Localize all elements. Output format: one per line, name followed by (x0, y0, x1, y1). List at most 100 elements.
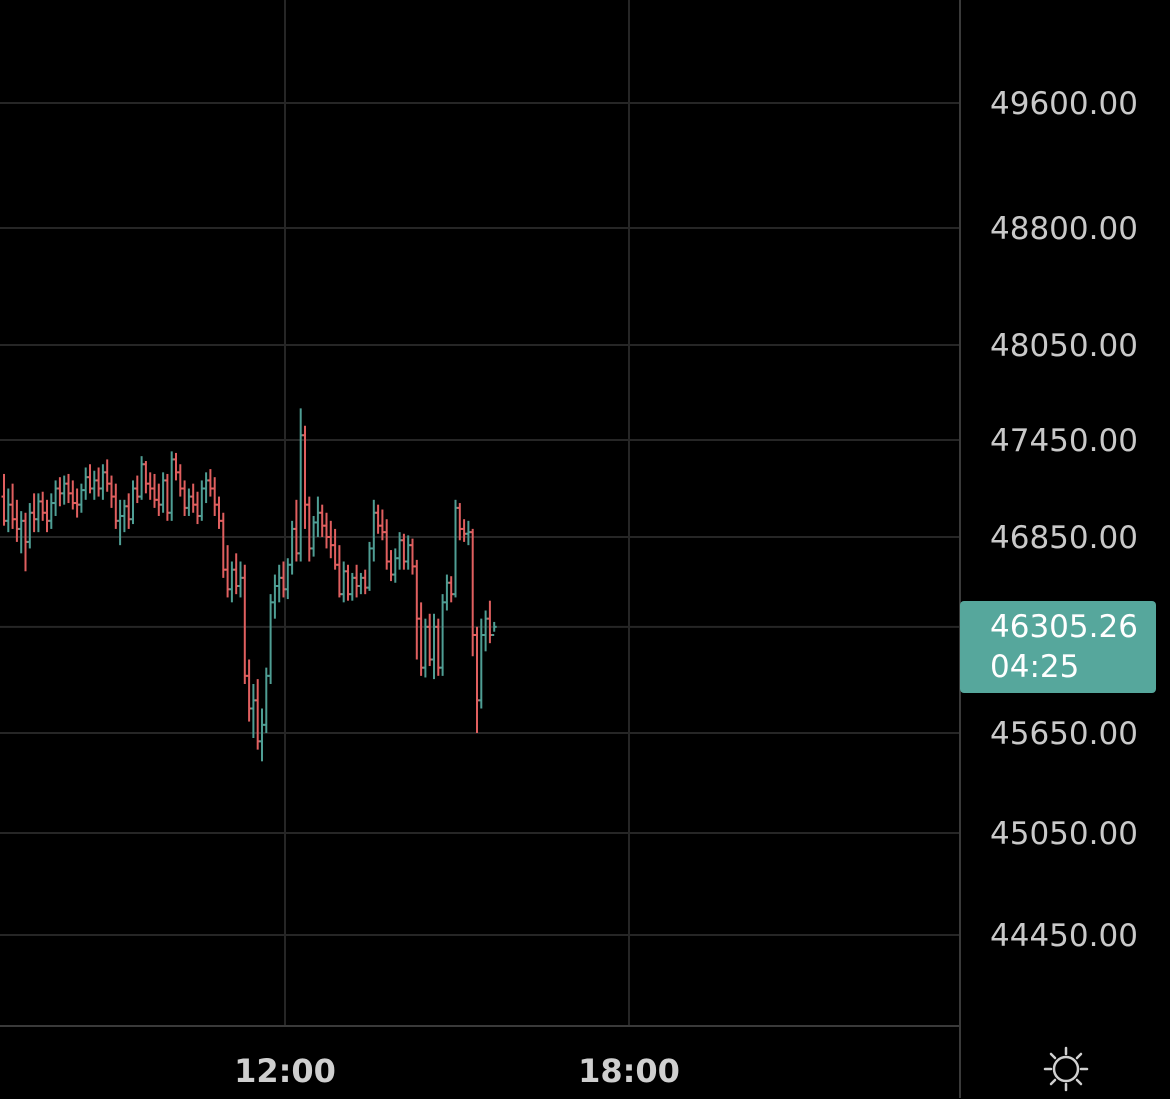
ohlc-bar (23, 512, 28, 572)
ohlc-bar (384, 519, 390, 570)
price-tick-label: 48050.00 (990, 328, 1138, 364)
ohlc-bar (66, 473, 71, 504)
ohlc-bar (78, 483, 84, 513)
ohlc-bar (371, 499, 377, 562)
ohlc-bar (74, 488, 80, 518)
price-tick-label: 47450.00 (990, 423, 1138, 459)
ohlc-bar (229, 561, 235, 603)
ohlc-bar (341, 561, 347, 603)
ohlc-bar (354, 564, 360, 598)
price-tick-label: 49600.00 (990, 86, 1138, 122)
price-tick-label: 44450.00 (990, 918, 1138, 954)
time-tick-label: 18:00 (578, 1052, 680, 1090)
ohlc-bar (14, 499, 20, 542)
last-price-value: 46305.26 (990, 609, 1138, 645)
ohlc-bar (87, 464, 93, 494)
ohlc-bar (164, 473, 170, 521)
ohlc-bar (362, 569, 368, 595)
ohlc-bar (349, 572, 355, 601)
ohlc-bar (10, 483, 16, 529)
ohlc-bar (285, 558, 291, 600)
ohlc-bar (203, 472, 209, 504)
ohlc-bar (91, 470, 97, 500)
ohlc-bar (70, 480, 76, 510)
ohlc-bar (379, 509, 385, 541)
ohlc-bar (315, 496, 321, 537)
ohlc-bar (160, 472, 166, 513)
ohlc-bar (427, 613, 433, 667)
ohlc-bar (57, 477, 63, 507)
ohlc-bar (220, 512, 226, 578)
ohlc-bar (410, 538, 415, 575)
ohlc-bar (27, 503, 33, 549)
bar-countdown-timer: 04:25 (990, 649, 1080, 685)
price-axis[interactable]: 49600.00 48800.00 48050.00 47450.00 46850.00… (990, 86, 1138, 954)
ohlc-bar (298, 408, 304, 562)
ohlc-bar (491, 621, 497, 636)
ohlc-bar (242, 564, 248, 684)
ohlc-bar (182, 480, 188, 516)
ohlc-bar (199, 480, 205, 521)
ohlc-bar (31, 493, 37, 533)
ohlc-bar (375, 504, 381, 534)
ohlc-bar (255, 679, 261, 750)
ohlc-bar (246, 659, 252, 722)
ohlc-bar (152, 473, 157, 508)
ohlc-bar (401, 533, 407, 570)
ohlc-bar (474, 626, 480, 733)
ohlc-bar (83, 467, 89, 500)
ohlc-bar (147, 472, 153, 500)
ohlc-bar (367, 541, 372, 591)
settings-gear-icon[interactable] (1040, 1043, 1092, 1095)
ohlc-bar (130, 480, 136, 525)
ohlc-bar (61, 475, 67, 505)
ohlc-bar (414, 559, 420, 660)
ohlc-bar (216, 496, 222, 529)
ohlc-bar (324, 512, 329, 549)
ohlc-bar (461, 519, 467, 542)
time-axis[interactable]: 12:00 18:00 (234, 1052, 680, 1090)
ohlc-bar (186, 488, 192, 516)
ohlc-bar (431, 613, 437, 680)
ohlc-bar (225, 545, 231, 598)
ohlc-bar (143, 461, 149, 494)
ohlc-bar (388, 550, 394, 582)
ohlc-bar (238, 561, 243, 598)
ohlc-bar (207, 469, 213, 497)
ohlc-bar (96, 467, 102, 497)
ohlc-bar (306, 496, 312, 562)
ohlc-bar (169, 451, 175, 521)
ohlc-bar (212, 477, 218, 516)
ohlc-bar (405, 535, 411, 570)
ohlc-bar (139, 456, 145, 500)
ohlc-bar (358, 572, 364, 595)
ohlc-bar (483, 610, 489, 652)
ohlc-bar (177, 464, 183, 497)
ohlc-bar (44, 499, 50, 533)
price-tick-label: 45050.00 (990, 816, 1138, 852)
ohlc-bar (259, 708, 265, 762)
ohlc-bar (48, 493, 54, 529)
ohlc-bar (302, 425, 308, 529)
ohlc-bar (457, 503, 463, 541)
ohlc-bar (100, 464, 106, 500)
price-tick-label: 48800.00 (990, 211, 1138, 247)
last-price-badge: 46305.26 04:25 (960, 601, 1156, 693)
ohlc-bar (470, 528, 476, 657)
ohlc-bar (156, 483, 162, 516)
ohlc-bar (465, 520, 471, 546)
ohlc-bar (35, 493, 41, 533)
ohlc-bar (126, 493, 132, 529)
ohlc-bar (109, 475, 114, 508)
time-tick-label: 12:00 (234, 1052, 336, 1090)
ohlc-bar (487, 600, 493, 644)
ohlc-bar (195, 491, 200, 525)
ohlc-bar (121, 499, 127, 533)
ohlc-bar (328, 520, 334, 559)
ohlc-bar (478, 618, 484, 709)
ohlc-bar (444, 574, 450, 611)
ohlc-bar (53, 480, 59, 516)
ohlc-bar (18, 511, 24, 554)
grid (0, 0, 961, 1098)
